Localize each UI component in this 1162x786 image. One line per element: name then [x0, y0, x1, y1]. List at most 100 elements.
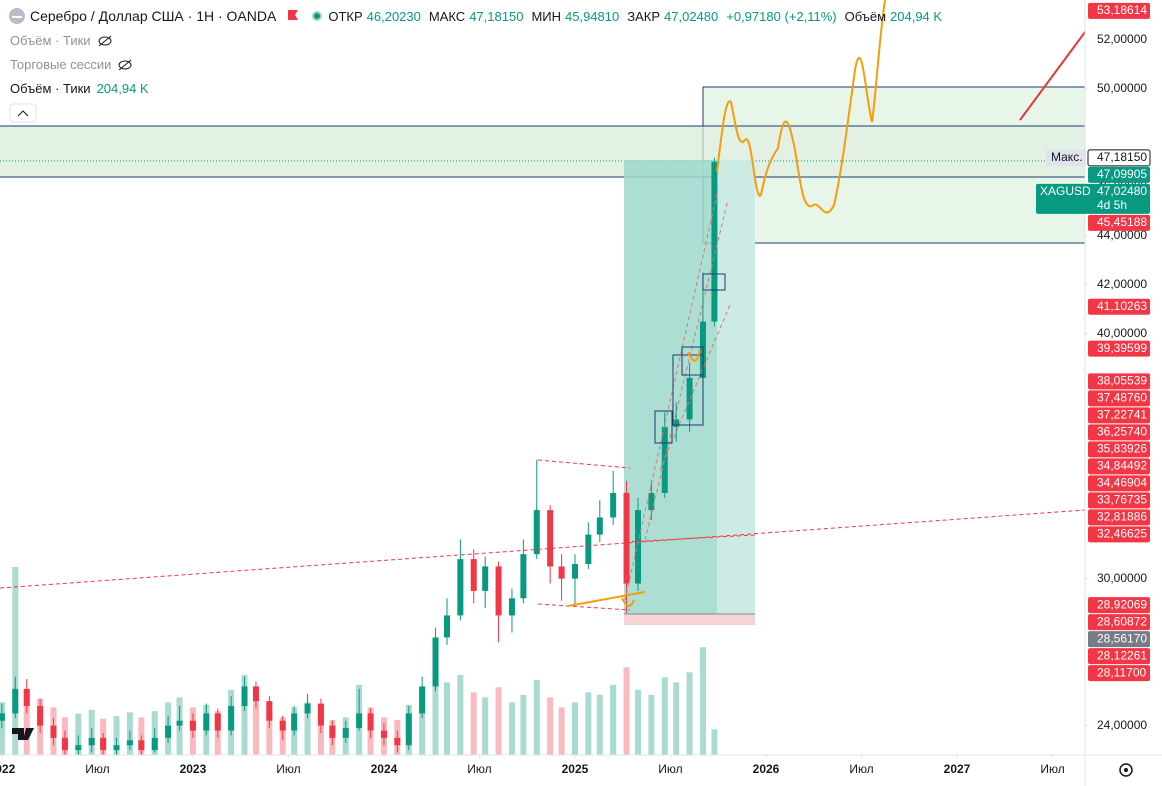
candle-body [495, 566, 502, 616]
price-tag [1036, 183, 1150, 214]
x-tick-label: Июл [467, 762, 491, 776]
y-tick-label: 50,00000 [1097, 81, 1147, 95]
price-tag [1088, 441, 1150, 458]
candle-body [419, 686, 426, 714]
candle-body [214, 713, 221, 731]
box [681, 346, 704, 376]
price-tag-label: 47,09905 [1097, 167, 1147, 181]
symbol-logo [9, 8, 25, 24]
price-tag [1088, 631, 1150, 648]
hidden-icon[interactable] [117, 59, 133, 71]
orange-mark [621, 349, 701, 607]
volume-bar [508, 702, 515, 755]
indicator[interactable]: Объём · Тики 204,94 K [10, 81, 149, 96]
ohlc-key: МИН [531, 8, 561, 24]
candle-body [165, 725, 172, 738]
candle-body [317, 703, 324, 726]
volume-bar [547, 697, 554, 755]
candle-body [0, 713, 5, 721]
candle-body [113, 745, 120, 751]
candle-body [304, 703, 311, 714]
hidden-icon[interactable] [97, 35, 113, 47]
candle-body [623, 492, 630, 584]
price-tag-label: 32,81886 [1097, 510, 1147, 524]
settings-icon[interactable] [1119, 763, 1133, 777]
price-tag-label: 34,84492 [1097, 459, 1147, 473]
symbol-tag: XAGUSD [1040, 184, 1091, 198]
candle-body [37, 706, 44, 726]
price-tag-label: 33,76735 [1097, 493, 1147, 507]
candle-body [686, 377, 693, 420]
drawings-front [0, 0, 1089, 611]
candle-body [75, 745, 82, 751]
price-tag-label: 47,02480 [1097, 184, 1147, 198]
price-tag-label: 45,45188 [1097, 215, 1147, 229]
price-tag [1088, 407, 1150, 424]
trend-line [537, 603, 631, 611]
price-tag [1088, 492, 1150, 509]
candle-body [520, 554, 527, 599]
orange-line [567, 591, 646, 607]
price-tag [1088, 614, 1150, 631]
indicator[interactable]: Объём · Тики [10, 33, 113, 48]
candle-body [635, 510, 642, 584]
candle-body [457, 559, 464, 616]
volume-bar [75, 713, 82, 755]
volume-bar [571, 702, 578, 755]
candle-body [126, 740, 133, 746]
x-tick-label: Июл [849, 762, 873, 776]
candle-body [482, 566, 489, 591]
candle-body [558, 566, 565, 579]
candle-body [585, 534, 592, 564]
tag-label: Макс. [1051, 150, 1083, 164]
x-tick-label: 2023 [180, 762, 207, 776]
price-tag-label: 41,10263 [1097, 299, 1147, 313]
x-tick-label: Июл [658, 762, 682, 776]
volume-bar [432, 679, 439, 755]
ohlc-value: 47,18150 [469, 8, 524, 24]
price-tag [1088, 424, 1150, 441]
price-tag [1088, 665, 1150, 682]
volume-bar [23, 689, 30, 755]
price-tag-label: 36,25740 [1097, 425, 1147, 439]
channel-line [624, 189, 719, 601]
volume-bar [470, 692, 477, 755]
ohlc-key: ЗАКР [627, 8, 661, 24]
x-tick-label: 2024 [371, 762, 398, 776]
candle-body [88, 737, 95, 746]
candle-body [533, 510, 540, 555]
x-tick-label: 2027 [944, 762, 971, 776]
x-tick-label: Июл [1040, 762, 1064, 776]
price-tag-label: 37,22741 [1097, 408, 1147, 422]
price-tag [1088, 458, 1150, 475]
candle-body [176, 720, 183, 726]
tv-logo [12, 728, 34, 740]
candle-body [394, 737, 401, 746]
candle-body [203, 713, 210, 731]
volume-bar [495, 687, 502, 755]
candle-body [266, 701, 273, 721]
candle-body [100, 737, 107, 751]
candle-body [329, 725, 336, 738]
volume-bar [443, 682, 450, 755]
volume-bar [610, 684, 617, 755]
price-tag [1088, 390, 1150, 407]
box [654, 410, 673, 444]
collapse-button[interactable] [9, 103, 37, 123]
ohlc-key: МАКС [428, 8, 466, 24]
x-tick-label: 2026 [753, 762, 780, 776]
change: +0,97180 (+2,11%) [726, 8, 837, 24]
price-tag-label: 28,11700 [1097, 665, 1146, 679]
candle-body [508, 598, 515, 616]
indicator[interactable]: Торговые сессии [10, 57, 133, 72]
price-tag-label: 28,12261 [1097, 648, 1147, 662]
indicator-name: Торговые сессии [10, 57, 112, 72]
ohlc-key: ОТКР [328, 8, 363, 24]
candle-body [367, 713, 374, 731]
candle-body [571, 563, 578, 579]
symbol[interactable]: Серебро / Доллар США · 1H · OANDA [30, 8, 277, 24]
candle-body [380, 730, 387, 738]
candle-body [432, 637, 439, 687]
flag-icon[interactable] [286, 9, 300, 23]
